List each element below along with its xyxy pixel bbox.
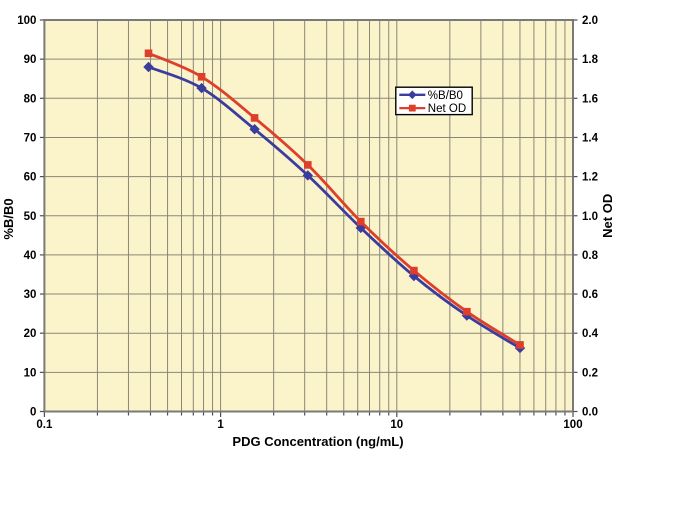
svg-text:%B/B0: %B/B0 — [428, 90, 463, 102]
svg-text:1.4: 1.4 — [582, 132, 599, 144]
svg-text:0.1: 0.1 — [36, 419, 53, 431]
svg-text:0.4: 0.4 — [582, 328, 599, 340]
svg-text:0.6: 0.6 — [582, 289, 598, 301]
svg-text:20: 20 — [24, 328, 37, 340]
svg-text:Net OD: Net OD — [428, 103, 466, 115]
svg-text:1.0: 1.0 — [582, 211, 598, 223]
svg-text:0: 0 — [30, 407, 36, 419]
svg-text:40: 40 — [24, 250, 37, 262]
svg-text:Net OD: Net OD — [600, 194, 615, 238]
svg-text:60: 60 — [24, 172, 37, 184]
svg-text:%B/B0: %B/B0 — [1, 198, 16, 239]
svg-text:1.8: 1.8 — [582, 54, 599, 66]
svg-text:100: 100 — [17, 15, 36, 27]
svg-text:70: 70 — [24, 132, 37, 144]
svg-text:10: 10 — [24, 367, 37, 379]
svg-text:0.8: 0.8 — [582, 250, 599, 262]
svg-text:PDG Concentration (ng/mL): PDG Concentration (ng/mL) — [232, 434, 403, 449]
svg-text:10: 10 — [390, 419, 403, 431]
svg-text:80: 80 — [24, 93, 37, 105]
svg-text:1.2: 1.2 — [582, 172, 598, 184]
svg-text:1: 1 — [217, 419, 224, 431]
svg-text:30: 30 — [24, 289, 37, 301]
svg-text:100: 100 — [563, 419, 582, 431]
svg-text:90: 90 — [24, 54, 37, 66]
svg-text:2.0: 2.0 — [582, 15, 598, 27]
svg-text:1.6: 1.6 — [582, 93, 598, 105]
svg-text:50: 50 — [24, 211, 37, 223]
svg-text:0.0: 0.0 — [582, 407, 598, 419]
svg-text:0.2: 0.2 — [582, 367, 598, 379]
